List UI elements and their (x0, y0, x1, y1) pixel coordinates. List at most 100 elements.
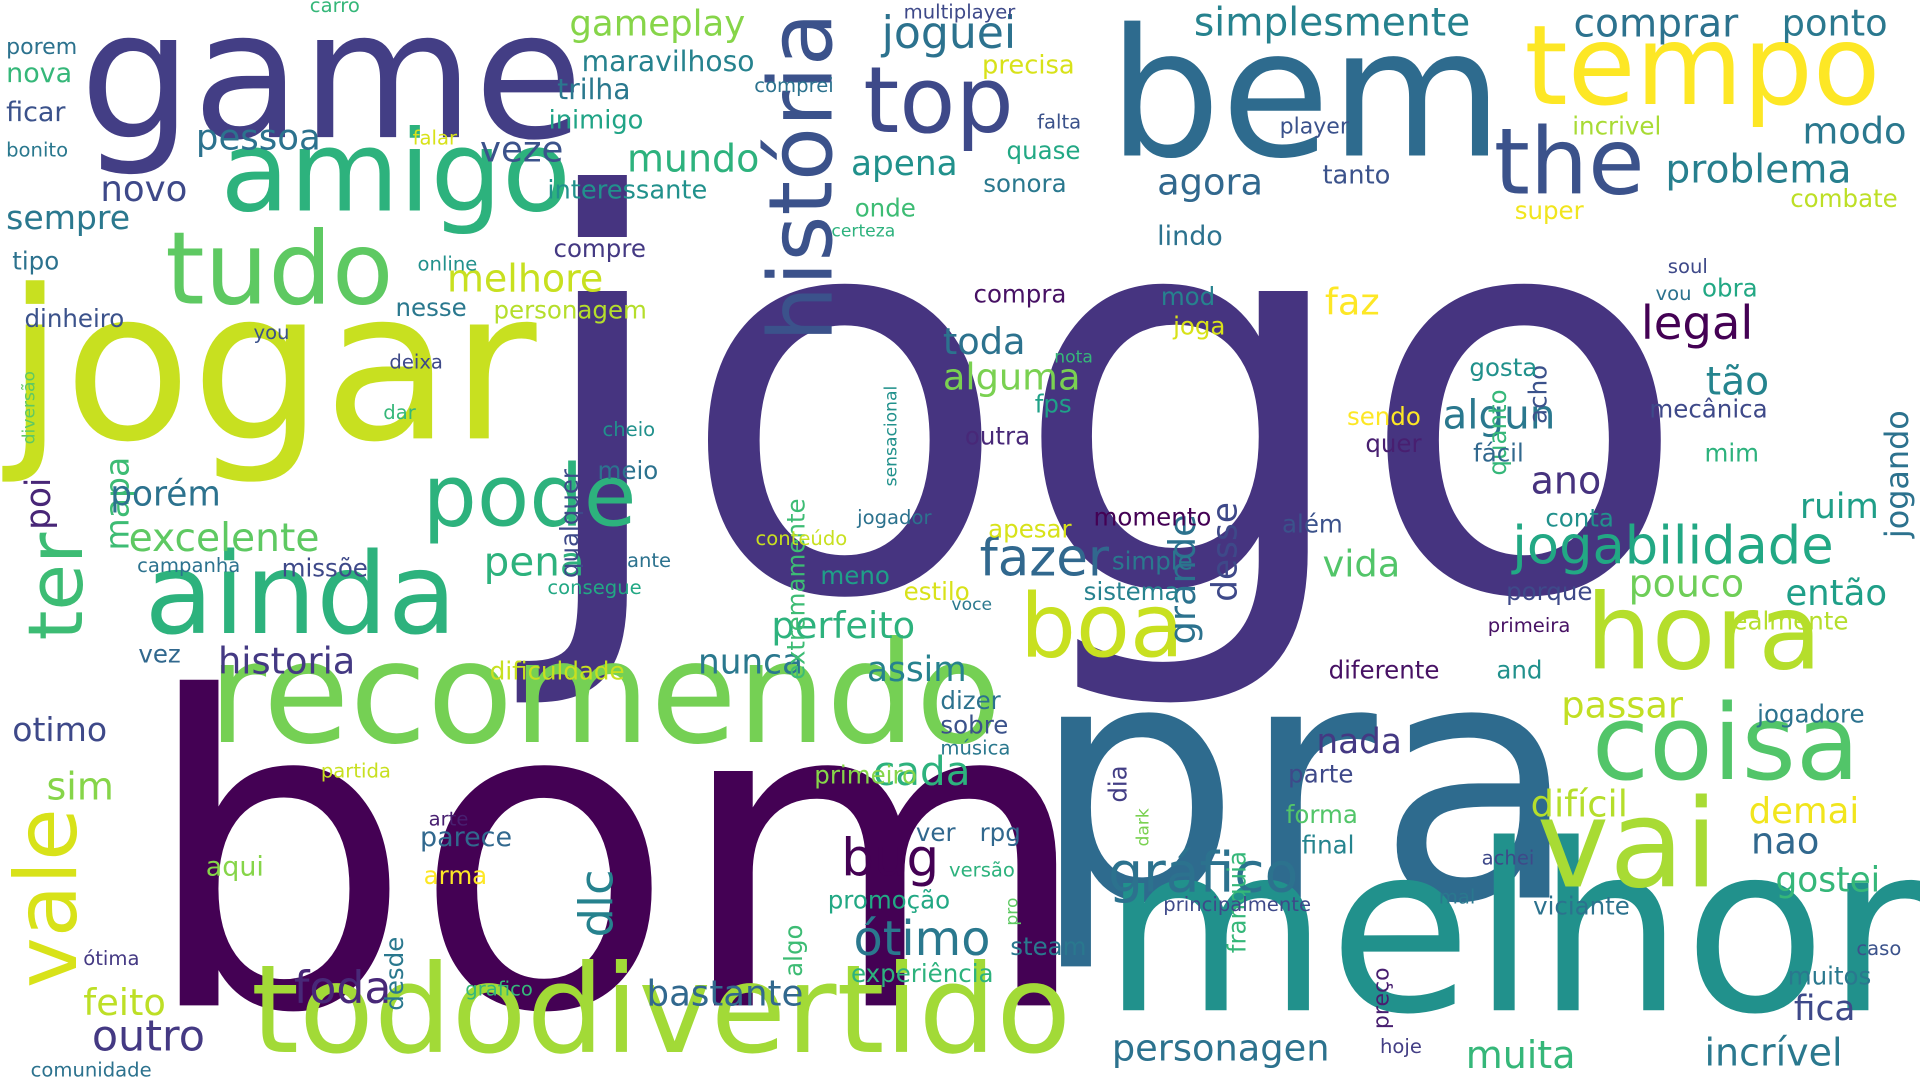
word-42: passar (1561, 684, 1683, 728)
word-119: porque (1506, 576, 1593, 607)
word-54: simplesmente (1193, 0, 1471, 46)
word-80: precisa (982, 50, 1075, 80)
word-38: gostei (1775, 859, 1881, 901)
word-51: modo (1802, 110, 1907, 154)
word-123: forma (1285, 799, 1358, 829)
word-81: incrivel (1572, 111, 1662, 141)
word-171: dar (383, 400, 416, 424)
word-56: gameplay (569, 2, 746, 45)
word-50: problema (1665, 145, 1852, 193)
word-111: soul (1667, 254, 1708, 278)
word-120: vida (1322, 543, 1401, 587)
word-29: dlc (569, 869, 624, 938)
word-183: missõe (281, 553, 368, 583)
word-140: cara (1913, 942, 1920, 992)
word-107: mim (1704, 438, 1760, 468)
word-90: lindo (1157, 221, 1223, 253)
word-35: muita (1465, 1033, 1576, 1078)
word-165: sensacional (881, 385, 902, 487)
word-66: poi (18, 477, 59, 530)
word-15: ter (11, 532, 101, 641)
word-181: desde (379, 936, 409, 1011)
word-116: apesar (988, 514, 1072, 544)
word-138: caso (1856, 936, 1902, 961)
word-166: nota (1054, 347, 1093, 368)
word-48: então (1785, 571, 1888, 614)
word-76: agora (1157, 161, 1264, 205)
word-75: apena (851, 143, 958, 184)
word-62: sempre (6, 199, 131, 238)
word-194: carro (309, 0, 360, 18)
word-178: parece (420, 822, 513, 854)
word-196: nova (6, 58, 73, 90)
word-4: melhor (1102, 794, 1920, 1066)
word-44: tão (1705, 357, 1770, 405)
word-39: nao (1751, 820, 1820, 864)
word-108: mecânica (1649, 394, 1768, 424)
word-179: arma (423, 860, 488, 891)
word-27: bug (841, 827, 940, 888)
word-143: nunca (697, 641, 804, 683)
word-79: quase (1006, 135, 1081, 166)
word-145: cada (873, 746, 971, 795)
word-23: top (863, 46, 1014, 155)
word-191: comprei (754, 73, 834, 97)
word-33: bastante (646, 972, 804, 1014)
word-185: vez (138, 639, 181, 669)
word-129: and (1496, 655, 1543, 685)
word-70: historia (217, 640, 356, 684)
word-46: ano (1530, 459, 1602, 504)
word-103: gosta (1469, 352, 1538, 383)
word-167: certeza (831, 221, 896, 242)
word-72: sim (46, 765, 114, 810)
word-37: fica (1793, 988, 1856, 1029)
word-133: achei (1481, 846, 1535, 870)
word-162: cheio (602, 417, 656, 441)
word-92: mod (1160, 281, 1216, 312)
word-74: veze (480, 128, 564, 171)
word-83: super (1514, 195, 1584, 226)
word-192: player (1279, 113, 1349, 140)
word-71: otimo (12, 711, 108, 750)
word-100: desse (1204, 502, 1246, 602)
word-187: grafico (465, 977, 533, 1001)
word-150: ver (915, 817, 956, 848)
word-193: multiplayer (903, 0, 1016, 24)
word-94: faz (1324, 281, 1380, 325)
word-64: dinheiro (24, 303, 125, 334)
word-136: principalmente (1163, 892, 1312, 916)
word-87: nesse (395, 292, 467, 323)
word-132: jogadore (1757, 699, 1865, 729)
word-153: pro (1002, 897, 1023, 926)
word-114: além (1282, 509, 1343, 539)
word-7: bem (1108, 0, 1504, 199)
word-88: onde (854, 193, 916, 223)
word-184: campanha (137, 553, 241, 577)
word-26: fazer (979, 527, 1110, 588)
word-84: combate (1790, 183, 1898, 214)
word-128: diferente (1328, 655, 1440, 685)
word-176: dificuldade (489, 656, 625, 686)
word-106: fácil (1473, 438, 1524, 468)
word-154: promoção (827, 885, 951, 915)
word-63: tipo (12, 246, 60, 276)
word-82: tanto (1322, 160, 1391, 190)
word-31: outro (91, 1012, 205, 1062)
word-112: vou (1655, 281, 1692, 305)
word-163: qualquer (554, 468, 585, 579)
word-57: maravilhoso (581, 46, 755, 79)
word-25: jogabilidade (1512, 515, 1834, 577)
word-43: legal (1640, 296, 1754, 351)
word-147: sobre (940, 710, 1009, 740)
word-13: amigo (220, 106, 571, 238)
word-24: gráfico (1108, 840, 1299, 905)
word-155: steam (1010, 931, 1087, 962)
word-172: jogador (857, 505, 932, 529)
word-40: demai (1748, 789, 1860, 832)
word-131: realmente (1722, 606, 1849, 636)
word-91: compra (973, 279, 1067, 309)
word-60: pessoa (195, 116, 321, 158)
word-135: mal (1438, 885, 1476, 909)
word-195: porem (6, 34, 78, 61)
